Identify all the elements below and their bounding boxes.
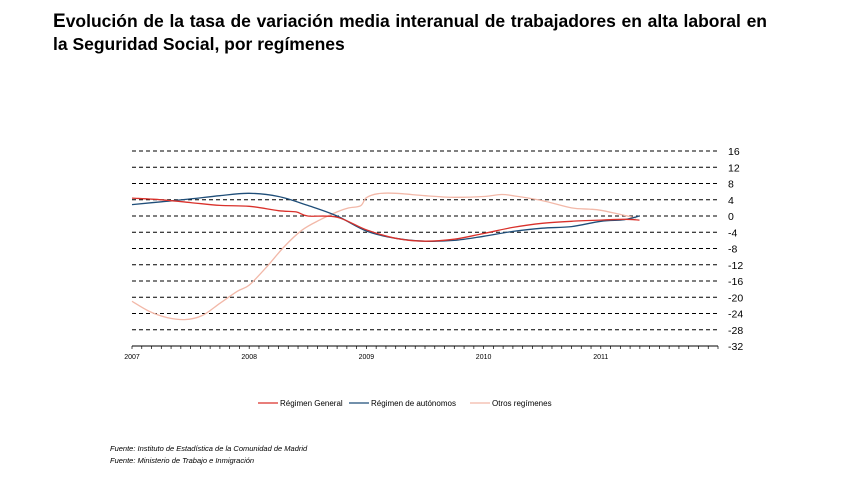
x-tick-label: 2010 [476, 354, 492, 361]
y-tick-label: -12 [728, 260, 743, 272]
x-tick-label: 2007 [124, 354, 140, 361]
series-line-1 [131, 192, 640, 242]
chart-title: Evolución de la tasa de variación media … [53, 11, 767, 54]
legend: Régimen General Régimen de autónomos Otros… [258, 399, 552, 408]
y-tick-label: 12 [728, 162, 740, 174]
y-tick-label: -4 [728, 227, 737, 239]
y-tick-label: -16 [728, 276, 743, 288]
series-line-2 [131, 192, 637, 321]
series-lines [131, 192, 640, 321]
legend-label: Otros regímenes [492, 399, 552, 408]
x-tick-label: 2011 [593, 354, 608, 361]
y-tick-label: -8 [728, 244, 737, 256]
x-tick-label: 2009 [359, 354, 375, 361]
y-tick-label: -20 [728, 292, 743, 304]
y-tick-label: 4 [728, 195, 734, 207]
legend-label: Régimen de autónomos [371, 399, 456, 408]
y-tick-label: 16 [728, 146, 740, 158]
x-axis-labels: 2007 2008 2009 2010 2011 [124, 354, 608, 361]
series-line-0 [131, 197, 640, 242]
legend-label: Régimen General [280, 399, 343, 408]
y-tick-label: -32 [728, 341, 743, 353]
y-axis-labels: 16 12 8 4 0 -4 -8 -12 -16 -20 -24 -28 -32 [728, 146, 743, 353]
x-axis [131, 345, 719, 349]
y-tick-label: -28 [728, 325, 743, 337]
y-tick-label: 0 [728, 211, 734, 223]
source-note-1: Fuente: Instituto de Estadística de la C… [110, 444, 308, 453]
y-tick-label: -24 [728, 309, 743, 321]
source-note-2: Fuente: Ministerio de Trabajo e Inmigrac… [110, 456, 255, 465]
x-tick-label: 2008 [241, 354, 257, 361]
y-tick-label: 8 [728, 179, 734, 191]
